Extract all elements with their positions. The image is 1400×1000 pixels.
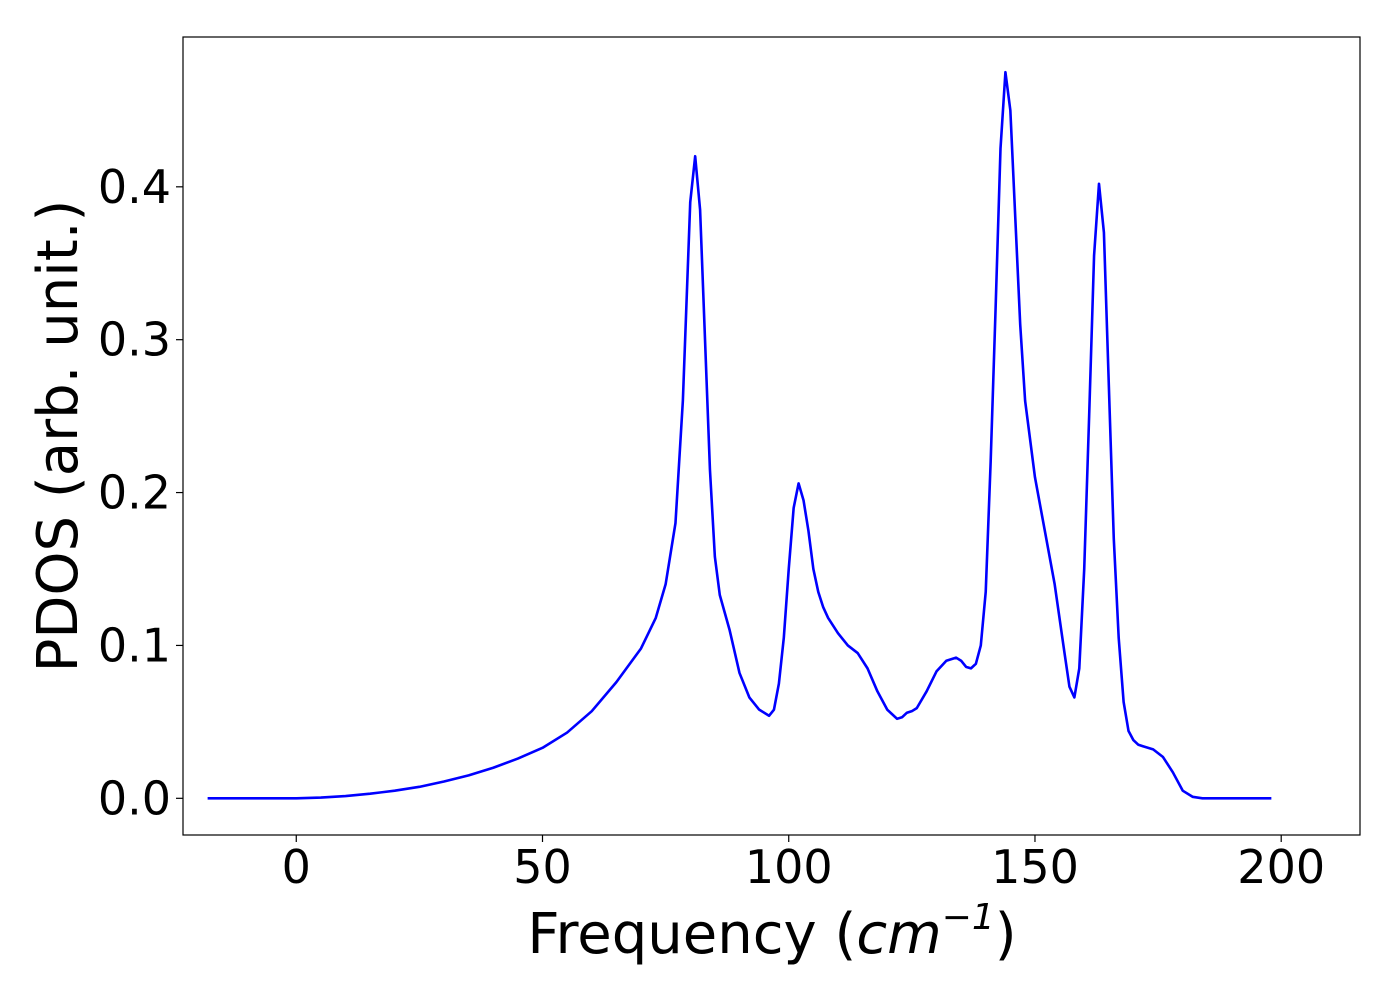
y-axis-label: PDOS (arb. unit.)	[26, 200, 91, 673]
y-tick-label: 0.0	[98, 771, 171, 825]
y-tick-label: 0.2	[98, 466, 171, 520]
plot-area	[207, 70, 1272, 800]
y-tick-label: 0.1	[98, 618, 171, 672]
y-tick-label: 0.4	[98, 160, 171, 214]
x-axis-label-text: Frequency	[527, 902, 816, 967]
y-tick-label: 0.3	[98, 313, 171, 367]
x-axis-label: Frequency (cm−1)	[527, 897, 1016, 967]
axes-frame	[182, 36, 1361, 836]
x-tick-label: 200	[1237, 840, 1325, 894]
x-axis-unit-base: cm	[856, 902, 941, 967]
series-line-0	[207, 70, 1272, 800]
y-axis-ticks: 0.0 0.1 0.2 0.3 0.4	[98, 160, 183, 825]
x-axis-unit-exponent: −1	[942, 897, 995, 938]
x-tick-label: 100	[745, 840, 833, 894]
x-tick-label: 0	[282, 840, 311, 894]
x-tick-label: 150	[991, 840, 1079, 894]
x-axis-ticks: 0 50 100 150 200	[282, 835, 1325, 894]
x-tick-label: 50	[513, 840, 572, 894]
